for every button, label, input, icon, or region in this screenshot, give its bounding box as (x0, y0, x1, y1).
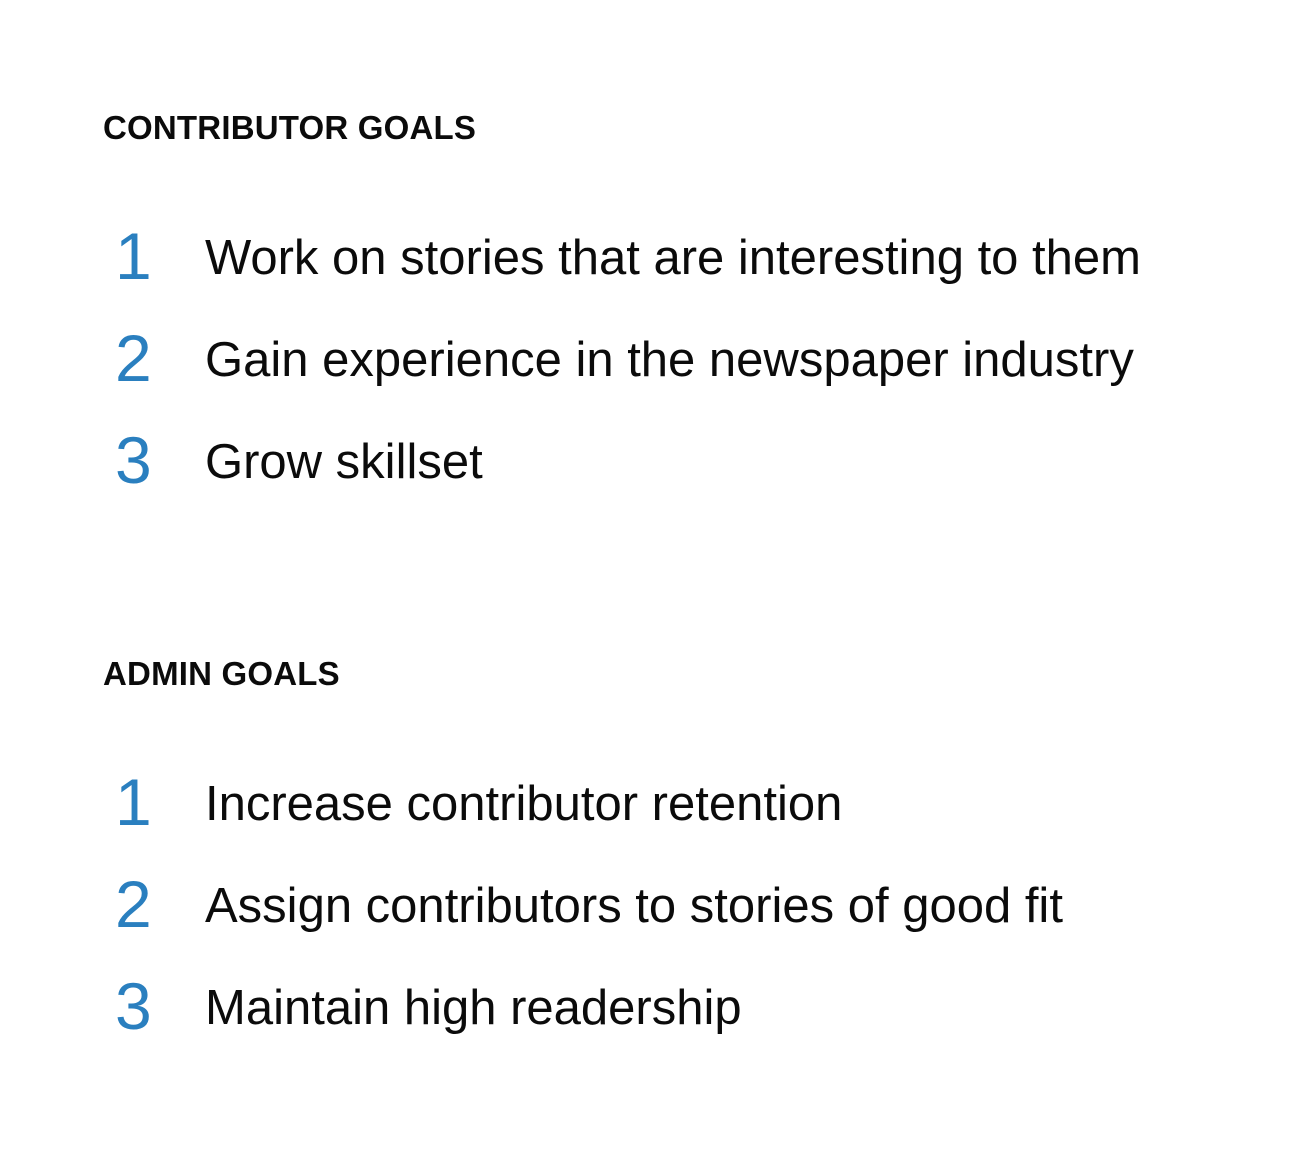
goal-number: 1 (115, 219, 152, 293)
goal-text: Grow skillset (205, 435, 483, 489)
goal-text: Gain experience in the newspaper industr… (205, 333, 1134, 387)
goal-number: 1 (115, 765, 152, 839)
goal-number: 2 (115, 867, 152, 941)
contributor-goals-section: CONTRIBUTOR GOALS 1 Work on stories that… (103, 108, 1141, 496)
goal-number: 3 (115, 969, 152, 1043)
goal-text: Assign contributors to stories of good f… (205, 879, 1063, 933)
admin-goals-section: ADMIN GOALS 1 Increase contributor reten… (103, 654, 1063, 1042)
goal-number: 3 (115, 423, 152, 497)
goal-text: Work on stories that are interesting to … (205, 231, 1141, 285)
goal-number: 2 (115, 321, 152, 395)
admin-goals-heading: ADMIN GOALS (103, 655, 340, 692)
goal-text: Increase contributor retention (205, 777, 843, 831)
goal-text: Maintain high readership (205, 981, 742, 1035)
contributor-goals-heading: CONTRIBUTOR GOALS (103, 109, 477, 146)
